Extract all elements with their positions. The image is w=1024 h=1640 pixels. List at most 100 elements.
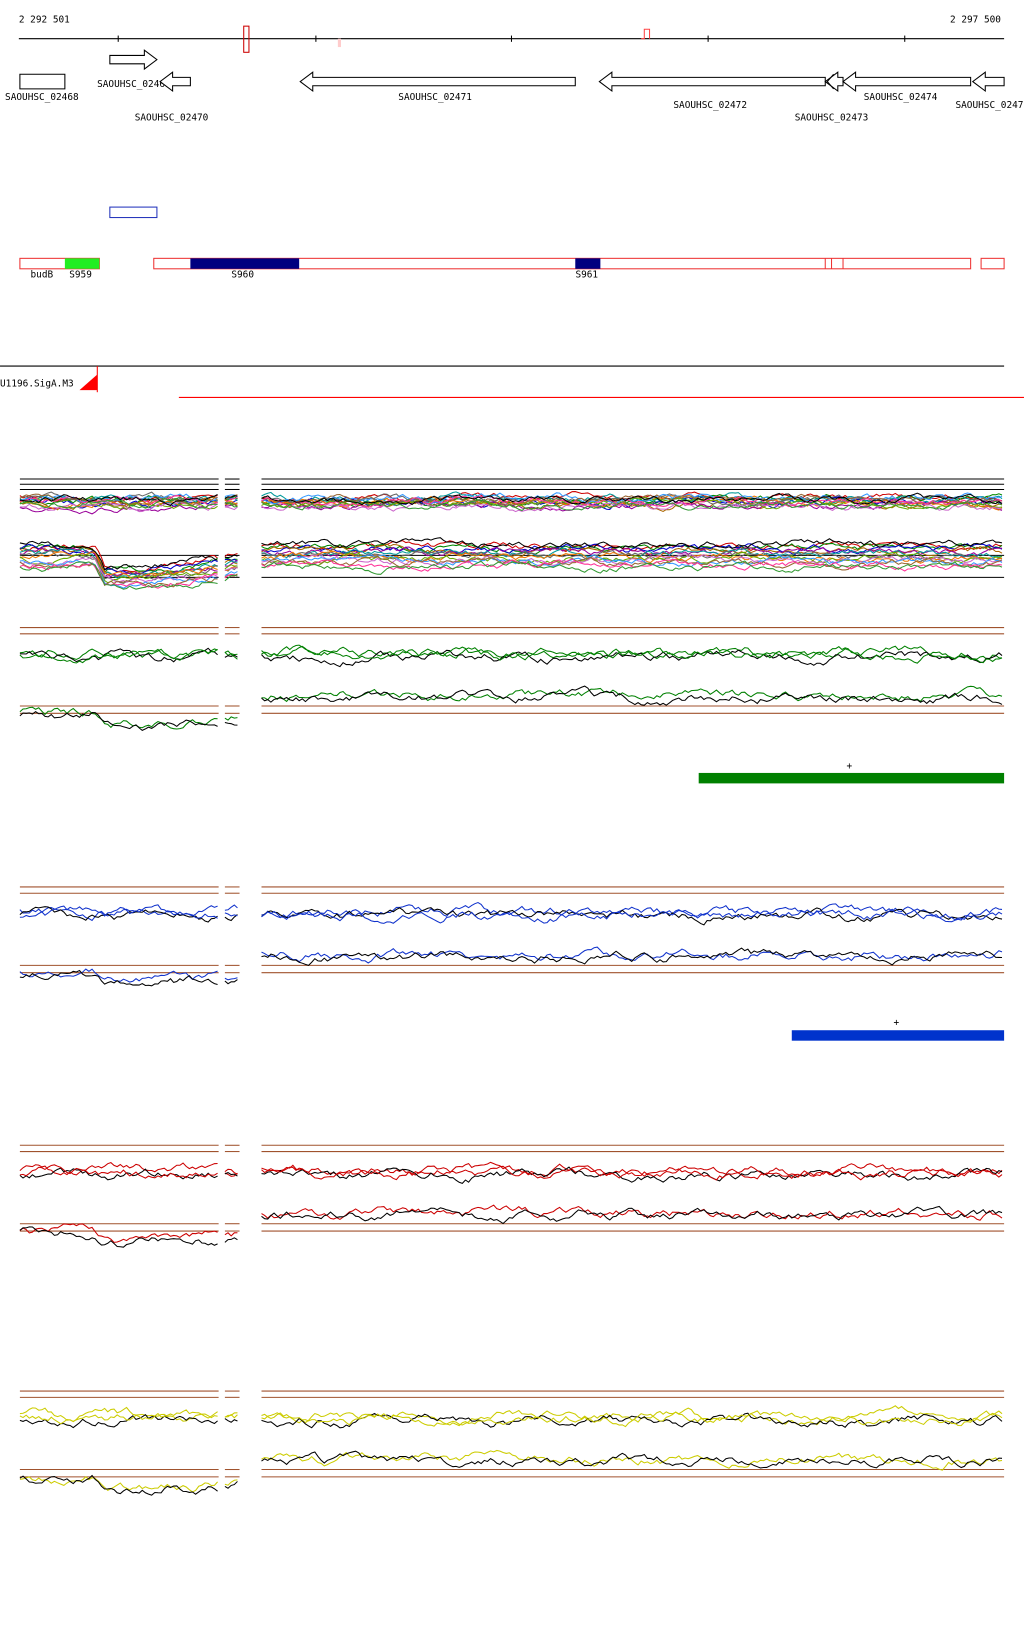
signal-line bbox=[261, 685, 1003, 706]
signal-line bbox=[261, 1407, 1003, 1428]
gene-arrow bbox=[109, 49, 158, 71]
signal-line bbox=[19, 544, 218, 574]
gene-arrow bbox=[299, 71, 576, 93]
feature-label: S959 bbox=[69, 270, 92, 281]
signal-line bbox=[224, 574, 238, 582]
signal-line bbox=[19, 561, 218, 590]
signal-line bbox=[224, 904, 238, 911]
signal-line bbox=[19, 1476, 218, 1493]
strand-label: + bbox=[846, 761, 852, 772]
signal-line bbox=[19, 1164, 218, 1179]
feature-outline bbox=[980, 257, 1005, 270]
gene-arrow bbox=[971, 71, 1005, 93]
signal-line bbox=[224, 553, 238, 557]
signal-line bbox=[261, 645, 1003, 664]
signal-line bbox=[224, 496, 238, 504]
signal-line bbox=[224, 1479, 238, 1486]
marker bbox=[243, 25, 250, 53]
feature-label: budB bbox=[31, 270, 54, 281]
signal-line bbox=[261, 1450, 1003, 1469]
signal-line bbox=[224, 501, 238, 508]
signal-line bbox=[224, 567, 238, 571]
feature-label: S961 bbox=[575, 270, 598, 281]
signal-line bbox=[261, 494, 1003, 511]
marker bbox=[641, 28, 651, 40]
signal-line bbox=[261, 1204, 1003, 1221]
signal-line bbox=[224, 650, 238, 660]
strand-bar bbox=[698, 772, 1005, 784]
signal-line bbox=[224, 1412, 238, 1418]
signal-line bbox=[224, 495, 238, 500]
signal-line bbox=[19, 561, 218, 588]
signal-line bbox=[19, 496, 218, 509]
signal-line bbox=[261, 685, 1003, 703]
signal-line bbox=[19, 493, 218, 508]
signal-line bbox=[261, 537, 1003, 550]
signal-line bbox=[261, 1449, 1003, 1471]
gene-arrow bbox=[19, 73, 66, 90]
gene-arrow bbox=[159, 71, 191, 93]
signal-line bbox=[19, 1223, 218, 1243]
signal-line bbox=[261, 546, 1003, 558]
gene-arrow bbox=[842, 71, 972, 93]
signal-line bbox=[224, 564, 238, 570]
gene-label: SAOUHSC_0247 bbox=[955, 100, 1023, 111]
signal-line bbox=[261, 908, 1003, 924]
gene-label: SAOUHSC_02472 bbox=[673, 100, 747, 111]
gene-arrow bbox=[598, 71, 826, 93]
signal-line bbox=[224, 1418, 238, 1423]
signal-line bbox=[261, 947, 1003, 966]
signal-line bbox=[19, 648, 218, 664]
signal-line bbox=[224, 654, 238, 658]
feature-label: S960 bbox=[231, 270, 254, 281]
signal-line bbox=[224, 571, 238, 577]
signal-line bbox=[224, 506, 238, 511]
signal-line bbox=[19, 494, 218, 506]
signal-line bbox=[19, 1162, 218, 1176]
signal-line bbox=[19, 501, 218, 513]
signal-line bbox=[261, 492, 1003, 506]
signal-line bbox=[224, 1413, 238, 1419]
signal-line bbox=[224, 914, 238, 922]
signal-line bbox=[261, 554, 1003, 568]
gene-label: SAOUHSC_02469 bbox=[97, 79, 171, 90]
signal-line bbox=[224, 566, 238, 571]
signal-line bbox=[224, 979, 238, 985]
signal-line bbox=[224, 554, 238, 559]
feature-fill bbox=[575, 258, 601, 269]
signal-line bbox=[19, 706, 218, 730]
signal-line bbox=[224, 1237, 238, 1243]
signal-line bbox=[224, 1232, 238, 1237]
signal-line bbox=[19, 553, 218, 584]
strand-bar bbox=[791, 1030, 1005, 1041]
signal-line bbox=[261, 907, 1003, 926]
signal-line bbox=[19, 1167, 218, 1181]
gene-label: SAOUHSC_02468 bbox=[5, 92, 79, 103]
signal-line bbox=[261, 1166, 1003, 1184]
gene-label: SAOUHSC_02471 bbox=[398, 92, 472, 103]
signal-line bbox=[19, 648, 218, 661]
signal-line bbox=[19, 969, 218, 987]
blue-box bbox=[109, 206, 158, 219]
track-label: U1196.SigA.M3 bbox=[0, 378, 74, 389]
signal-line bbox=[19, 547, 218, 578]
marker bbox=[337, 38, 341, 48]
signal-line bbox=[19, 551, 218, 580]
feature-fill bbox=[190, 258, 300, 269]
signal-line bbox=[261, 551, 1003, 567]
signal-line bbox=[261, 555, 1003, 571]
signal-line bbox=[261, 946, 1003, 964]
signal-line bbox=[224, 716, 238, 721]
signal-line bbox=[261, 560, 1003, 575]
signal-line bbox=[224, 1168, 238, 1175]
signal-line bbox=[261, 499, 1003, 512]
signal-line bbox=[261, 1205, 1003, 1225]
signal-line bbox=[19, 1226, 218, 1248]
signal-line bbox=[261, 1412, 1003, 1429]
signal-line bbox=[261, 558, 1003, 572]
feature-fill bbox=[64, 258, 100, 269]
feature-outline bbox=[153, 257, 972, 270]
peak-triangle bbox=[79, 374, 98, 391]
signal-line bbox=[224, 722, 238, 726]
